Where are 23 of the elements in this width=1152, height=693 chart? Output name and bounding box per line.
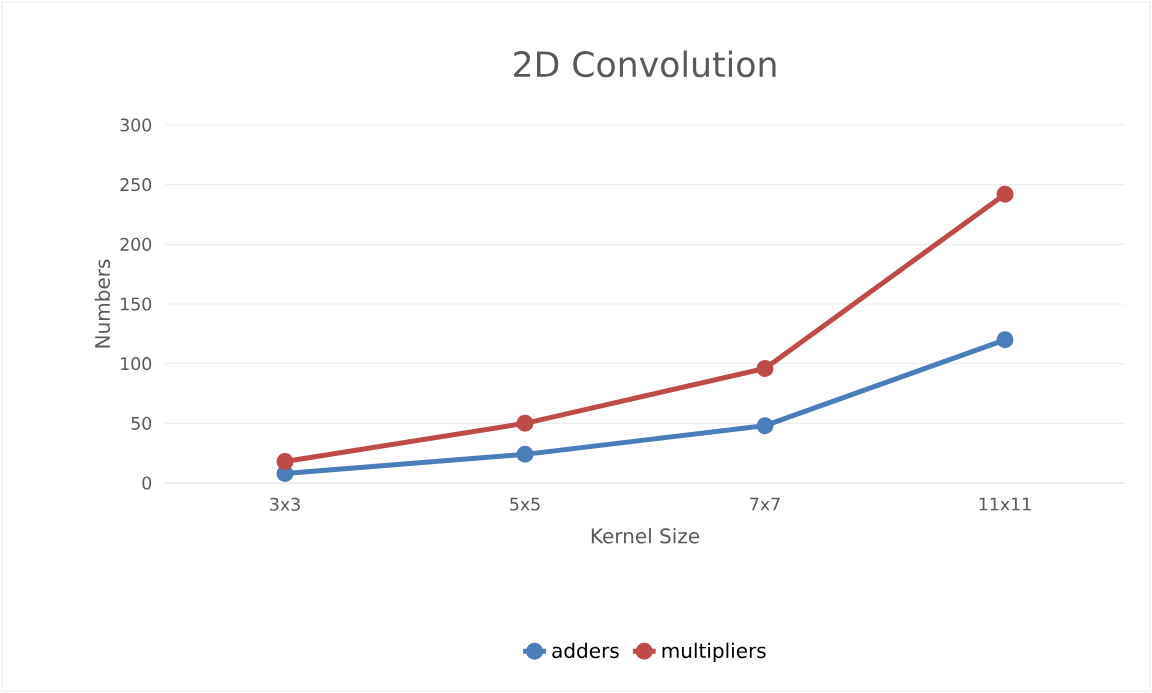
point	[996, 185, 1014, 203]
point	[756, 359, 774, 377]
x-tick-label: 11x11	[979, 497, 1031, 511]
y-tick-label: 150	[121, 297, 152, 311]
y-tick-label: 250	[120, 178, 152, 192]
point	[276, 453, 294, 471]
x-tick-label: 5x5	[510, 497, 540, 511]
point	[516, 414, 534, 432]
point	[996, 331, 1014, 349]
point	[756, 417, 774, 435]
point	[516, 445, 534, 463]
y-tick-label: 100	[121, 357, 152, 371]
chart-title: 2D Convolution	[514, 50, 776, 78]
y-tick-label: 200	[120, 237, 152, 251]
y-tick-label: 50	[131, 416, 152, 430]
legend-label: adders	[552, 642, 619, 659]
y-tick-label: 300	[120, 118, 152, 132]
x-axis-title: Kernel Size	[591, 527, 700, 544]
legend-label: multipliers	[662, 642, 766, 663]
y-axis-title: Numbers	[94, 259, 111, 348]
x-tick-label: 7x7	[750, 497, 780, 511]
y-tick-label: 0	[142, 476, 152, 490]
x-tick-label: 3x3	[270, 497, 300, 511]
